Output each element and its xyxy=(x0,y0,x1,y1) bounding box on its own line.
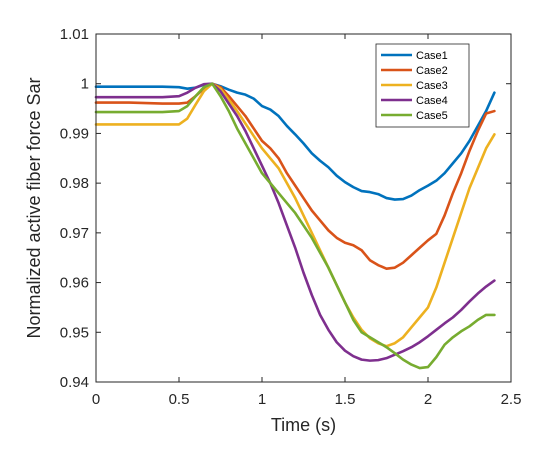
axes-box xyxy=(95,33,512,383)
legend-label-case1: Case1 xyxy=(416,50,448,62)
y-tick-label: 0.97 xyxy=(60,225,89,242)
y-tick-label: 0.99 xyxy=(60,125,89,142)
x-tick-label: 2.5 xyxy=(501,391,522,408)
x-tick-label: 0 xyxy=(92,391,100,408)
x-tick-label: 0.5 xyxy=(169,391,190,408)
y-axis-title: Normalized active fiber force Sar xyxy=(24,77,44,338)
x-axis-title: Time (s) xyxy=(271,415,336,435)
x-tick-label: 2 xyxy=(424,391,432,408)
legend-label-case5: Case5 xyxy=(416,110,448,122)
y-tick-label: 0.96 xyxy=(60,275,89,292)
series-line-case5 xyxy=(94,82,496,370)
legend: Case1 Case2 Case3 Case4 Case5 xyxy=(375,43,470,128)
legend-label-case4: Case4 xyxy=(416,95,448,107)
legend-label-case2: Case2 xyxy=(416,65,448,77)
axes-layer: 0 0.5 1 1.5 2 2.5 0.94 0.95 0.96 0.97 0.98 0.99 1 1.0… xyxy=(60,26,522,408)
series-line-case4 xyxy=(94,82,496,362)
y-tick-label: 0.98 xyxy=(60,175,89,192)
y-tick-label: 1.01 xyxy=(60,26,89,43)
y-tick-label: 0.94 xyxy=(60,374,89,391)
legend-label-case3: Case3 xyxy=(416,80,448,92)
series-line-case3 xyxy=(94,82,496,348)
y-tick-label: 1 xyxy=(81,76,89,93)
y-tick-label: 0.95 xyxy=(60,324,89,341)
x-tick-label: 1 xyxy=(258,391,266,408)
x-tick-label: 1.5 xyxy=(335,391,356,408)
series-layer xyxy=(94,82,496,370)
